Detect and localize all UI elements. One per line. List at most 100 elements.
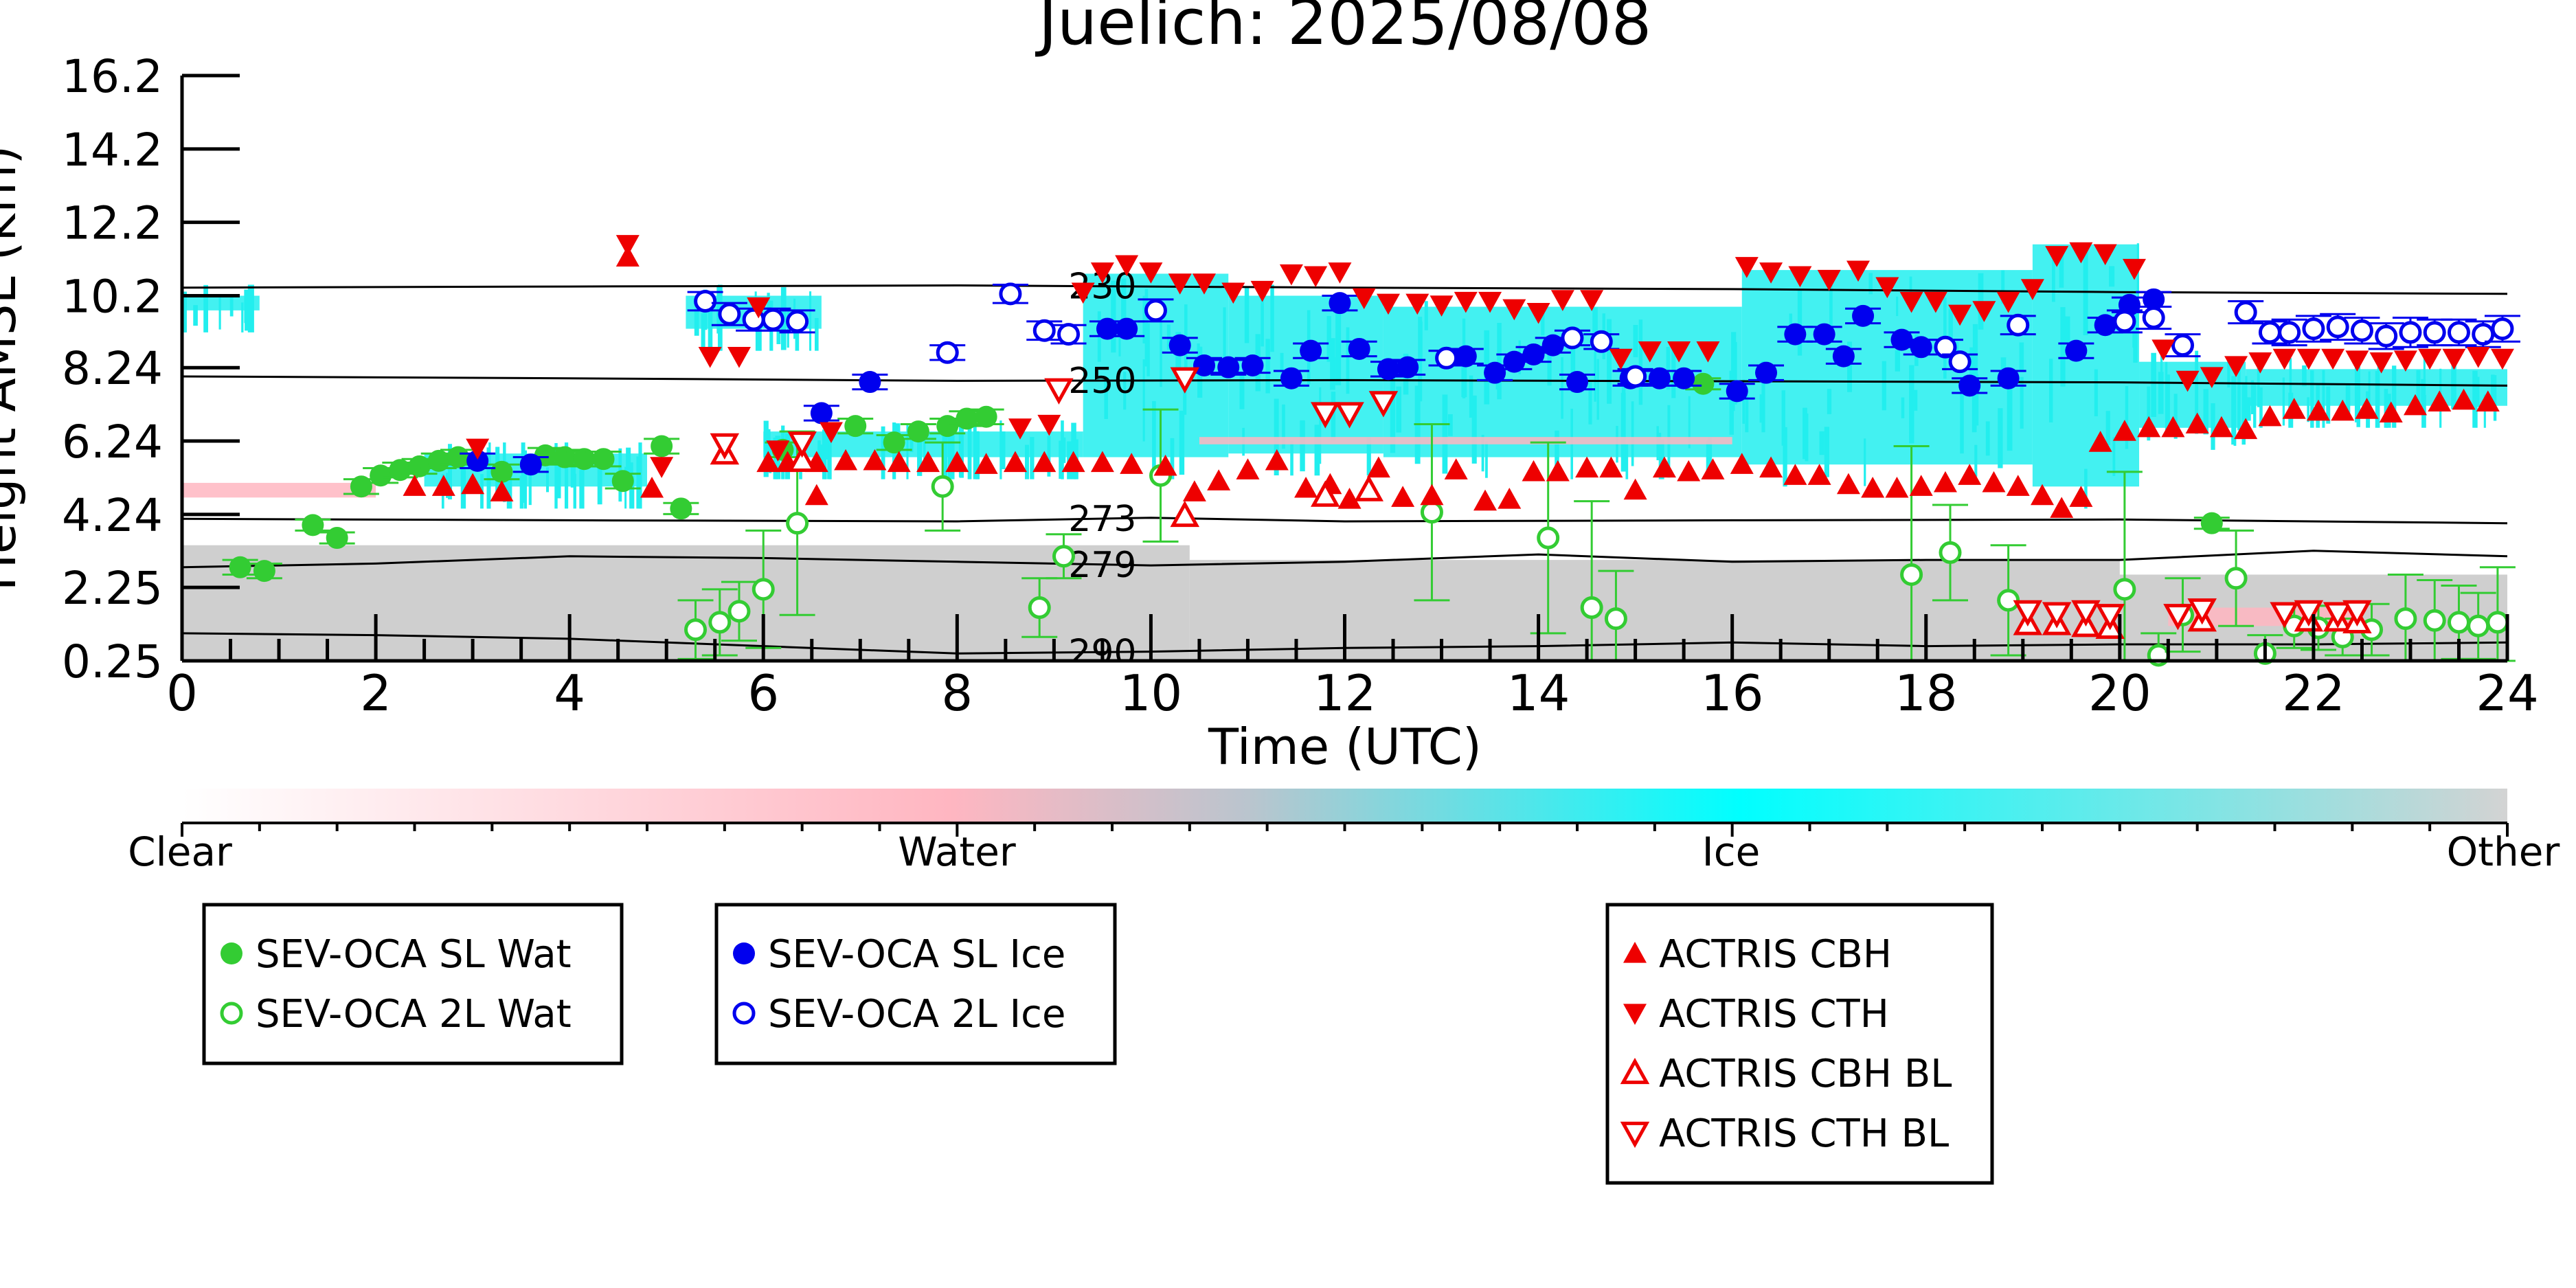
data-point-actris-cbh <box>1677 460 1701 482</box>
data-point-actris-cth <box>2093 244 2117 266</box>
series-actris-cth-bl <box>710 367 2372 631</box>
data-point-sev-oca-sl-wat <box>370 464 392 487</box>
data-point-sev-oca-sl-wat <box>302 514 324 536</box>
data-point-actris-cbh <box>2031 484 2054 506</box>
data-point-sev-oca-sl-wat <box>447 446 469 468</box>
data-point-actris-cth <box>1037 414 1061 436</box>
data-point-actris-cth <box>1788 266 1812 288</box>
data-point-sev-oca-2l-wat <box>1420 501 1443 524</box>
data-point-actris-cth <box>615 235 640 256</box>
data-point-sev-oca-sl-ice <box>1484 361 1506 384</box>
data-point-sev-oca-sl-ice <box>1280 367 1302 389</box>
data-point-sev-oca-2l-wat <box>2486 611 2509 634</box>
legend-marker-sev-oca-sl-ice <box>733 942 755 964</box>
data-point-actris-cbh <box>431 475 455 496</box>
data-point-actris-cbh <box>756 451 780 473</box>
data-point-sev-oca-sl-wat <box>490 460 513 483</box>
colorbar: Clear Water Ice Other <box>128 789 2560 875</box>
data-point-sev-oca-sl-wat <box>408 455 431 477</box>
legend-marker-actris-cth <box>1623 1004 1647 1025</box>
series-actris-cth <box>466 235 2514 478</box>
data-point-sev-oca-2l-wat <box>2423 609 2446 632</box>
background-water-region <box>182 482 376 498</box>
x-tick-label: 10 <box>1120 664 1183 722</box>
x-tick-label: 4 <box>554 664 585 722</box>
data-point-actris-cbh <box>2258 405 2282 427</box>
data-point-sev-oca-sl-ice <box>519 453 542 476</box>
data-point-sev-oca-sl-ice <box>1673 367 1695 389</box>
x-tick-label: 18 <box>1895 664 1958 722</box>
data-point-sev-oca-sl-ice <box>1116 317 1138 340</box>
data-point-actris-cbh-bl <box>787 445 817 472</box>
y-tick-label: 4.24 <box>62 489 163 542</box>
data-point-sev-oca-sl-wat <box>389 459 411 482</box>
isotherm-273 <box>182 517 2507 525</box>
data-point-sev-oca-sl-ice <box>1813 323 1835 346</box>
data-point-actris-cth <box>2248 352 2272 374</box>
data-point-actris-cth <box>1846 260 1871 282</box>
data-point-actris-cbh <box>1599 456 1623 478</box>
data-point-sev-oca-sl-wat <box>326 527 348 550</box>
data-point-actris-cbh <box>1575 456 1599 478</box>
data-point-sev-oca-sl-wat <box>611 470 634 493</box>
data-point-actris-cbh <box>1391 486 1415 507</box>
colorbar-label-water: Water <box>898 828 1016 875</box>
colorbar-label-clear: Clear <box>128 828 232 875</box>
data-point-actris-cth <box>2345 350 2369 372</box>
data-point-sev-oca-sl-wat <box>554 446 576 468</box>
legend-label-actris-cbh-bl: ACTRIS CBH BL <box>1659 1052 1952 1096</box>
data-point-sev-oca-2l-wat <box>684 618 708 642</box>
data-point-sev-oca-sl-ice <box>1890 328 1913 351</box>
legend-entry-actris-cbh: ACTRIS CBH <box>1623 932 1892 977</box>
data-point-sev-oca-sl-ice <box>1852 304 1875 327</box>
legend: SEV-OCA SL Wat SEV-OCA 2L Wat SEV-OCA SL I… <box>202 903 1994 1185</box>
data-point-actris-cbh <box>1473 489 1498 511</box>
data-point-actris-cbh <box>461 473 485 495</box>
data-point-actris-cth <box>2272 348 2296 370</box>
data-point-actris-cth <box>1279 264 1303 286</box>
data-point-actris-cth-bl <box>2270 602 2299 629</box>
data-point-actris-cth <box>1304 266 1328 288</box>
data-point-sev-oca-sl-ice <box>1541 334 1564 357</box>
data-point-sev-oca-2l-ice <box>2423 321 2446 344</box>
data-point-actris-cth <box>819 422 843 444</box>
data-point-actris-cth-bl <box>787 431 817 458</box>
data-point-sev-oca-2l-wat <box>2224 567 2248 590</box>
data-point-actris-cbh <box>1623 478 1647 500</box>
colorbar-label-ice: Ice <box>1702 828 1761 875</box>
data-point-sev-oca-2l-ice <box>718 302 741 326</box>
legend-entry-actris-cbh-bl: ACTRIS CBH BL <box>1620 1052 1952 1096</box>
data-point-actris-cbh <box>1933 471 1957 493</box>
data-point-actris-cbh <box>640 476 664 498</box>
data-point-actris-cbh <box>2137 416 2161 438</box>
data-point-sev-oca-sl-wat <box>883 431 905 454</box>
data-point-actris-cth-bl <box>2323 602 2353 629</box>
legend-box-3: ACTRIS CBH ACTRIS CTH ACTRIS CBH BL ACTRIS … <box>1605 903 1994 1185</box>
data-point-sev-oca-2l-ice <box>2007 313 2030 337</box>
data-point-actris-cbh <box>1120 453 1144 474</box>
x-axis-label: Time (UTC) <box>1208 718 1482 776</box>
legend-label-sev-oca-sl-wat: SEV-OCA SL Wat <box>256 932 572 977</box>
data-point-sev-oca-sl-ice <box>1503 350 1526 373</box>
data-point-sev-oca-2l-wat <box>1604 607 1627 631</box>
data-point-actris-cth <box>1817 269 1841 291</box>
data-point-actris-cbh <box>2088 431 2112 452</box>
legend-marker-actris-cth-bl <box>1620 1121 1650 1149</box>
data-point-actris-cbh <box>1265 449 1289 471</box>
data-point-actris-cth <box>1008 418 1032 440</box>
data-point-sev-oca-2l-ice <box>1934 335 1957 359</box>
isotherm-279 <box>182 550 2507 569</box>
legend-label-sev-oca-2l-ice: SEV-OCA 2L Ice <box>768 992 1065 1037</box>
data-point-actris-cbh <box>1153 454 1177 476</box>
legend-label-actris-cth: ACTRIS CTH <box>1659 992 1889 1037</box>
data-point-sev-oca-sl-ice <box>1454 345 1477 368</box>
data-point-actris-cth <box>1609 348 1633 370</box>
x-tick-label: 22 <box>2282 664 2345 722</box>
data-point-actris-cth <box>766 440 790 462</box>
data-point-sev-oca-sl-wat <box>956 407 978 430</box>
data-point-actris-cth-bl <box>2163 604 2193 631</box>
data-point-actris-cbh <box>2209 416 2233 438</box>
data-point-sev-oca-2l-ice <box>2326 315 2349 339</box>
data-point-actris-cbh <box>916 451 940 473</box>
